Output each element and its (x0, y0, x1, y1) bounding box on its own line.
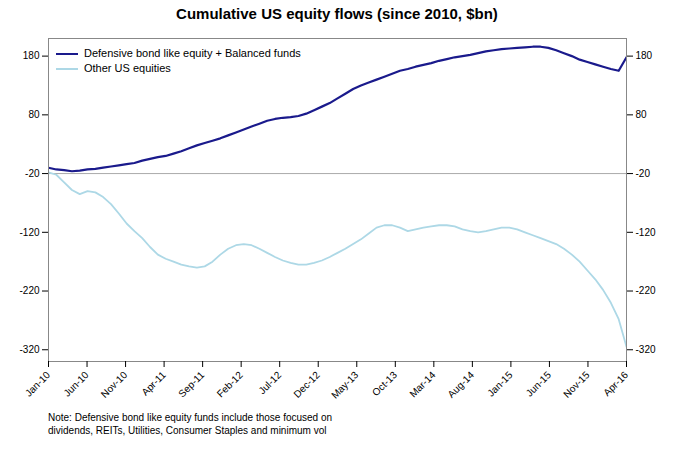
svg-text:Sep-11: Sep-11 (176, 369, 206, 399)
svg-text:Apr-16: Apr-16 (601, 369, 630, 398)
svg-text:Nov-10: Nov-10 (99, 369, 130, 400)
svg-text:Feb-12: Feb-12 (215, 369, 245, 399)
svg-text:Aug-14: Aug-14 (445, 369, 476, 400)
html-text:Defensive bond like equity + B: Defensive bond like equity + Balanced fu… (84, 47, 301, 59)
svg-text:Mar-14: Mar-14 (407, 369, 437, 399)
svg-text:180: 180 (636, 50, 653, 61)
svg-text:Jan-10: Jan-10 (23, 369, 53, 399)
svg-text:Nov-15: Nov-15 (561, 369, 592, 400)
svg-text:May-13: May-13 (329, 369, 361, 401)
svg-text:-20: -20 (636, 168, 651, 179)
html-text:Cumulative US equity flows (si: Cumulative US equity flows (since 2010, … (176, 5, 498, 22)
svg-text:Jun-15: Jun-15 (524, 369, 554, 399)
svg-text:-20: -20 (25, 168, 40, 179)
svg-text:Jun-10: Jun-10 (61, 369, 91, 399)
svg-text:80: 80 (28, 109, 40, 120)
svg-text:Jul-12: Jul-12 (256, 369, 283, 396)
svg-text:-220: -220 (19, 285, 39, 296)
svg-text:-320: -320 (19, 344, 39, 355)
svg-text:Dec-12: Dec-12 (291, 369, 322, 400)
svg-text:180: 180 (23, 50, 40, 61)
svg-text:-220: -220 (636, 285, 656, 296)
svg-text:-120: -120 (636, 227, 656, 238)
html-text:Other US equities: Other US equities (84, 62, 171, 74)
html-text:Note: Defensive bond like equi: Note: Defensive bond like equity funds i… (48, 412, 333, 436)
svg-text:80: 80 (636, 109, 648, 120)
svg-text:-320: -320 (636, 344, 656, 355)
svg-text:-120: -120 (19, 227, 39, 238)
svg-text:Oct-13: Oct-13 (370, 369, 399, 398)
svg-text:Jan-15: Jan-15 (485, 369, 515, 399)
svg-text:Apr-11: Apr-11 (139, 369, 168, 398)
